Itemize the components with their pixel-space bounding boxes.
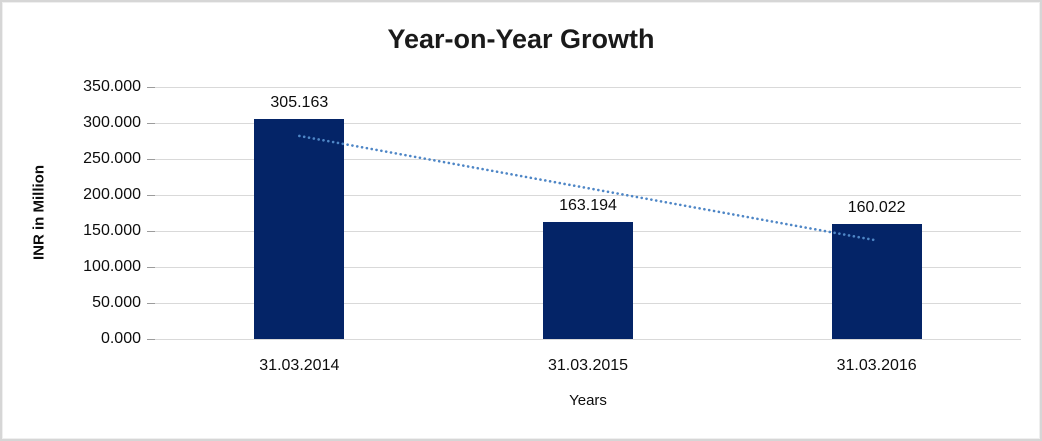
y-tick-label: 200.000 [83, 186, 141, 203]
y-axis-tick [147, 230, 155, 232]
y-tick-label: 50.000 [92, 294, 141, 311]
y-axis-tick [147, 302, 155, 304]
y-axis-tick [147, 338, 155, 340]
bar-data-label: 163.194 [559, 196, 617, 214]
y-tick-label: 100.000 [83, 258, 141, 275]
y-axis-tick [147, 266, 155, 268]
bar [543, 221, 633, 339]
y-axis-tick [147, 194, 155, 196]
bar [254, 119, 345, 339]
plot-area: 0.000 50.000 100.000 150.000 200.000 250.000 3… [83, 78, 1021, 374]
x-tick-label: 31.03.2016 [836, 357, 917, 374]
x-tick-label: 31.03.2015 [547, 357, 629, 374]
y-tick-label: 150.000 [83, 222, 141, 239]
gridline [155, 122, 1021, 124]
y-tick-label: 300.000 [83, 114, 141, 131]
y-tick-label: 350.000 [83, 78, 141, 95]
bar [831, 223, 922, 339]
x-tick-label: 31.03.2014 [259, 357, 340, 374]
x-axis-title: Years [569, 392, 607, 409]
bar-data-label: 160.022 [847, 198, 906, 216]
y-tick-label: 0.000 [100, 330, 141, 347]
y-axis-tick [147, 122, 155, 124]
chart-title: Year-on-Year Growth [387, 24, 655, 54]
y-axis-tick [147, 158, 155, 160]
y-axis-tick [147, 86, 155, 88]
gridline [155, 338, 1021, 340]
y-tick-label: 250.000 [83, 150, 141, 167]
gridline [155, 86, 1021, 88]
bar-data-label: 305.163 [270, 94, 329, 112]
